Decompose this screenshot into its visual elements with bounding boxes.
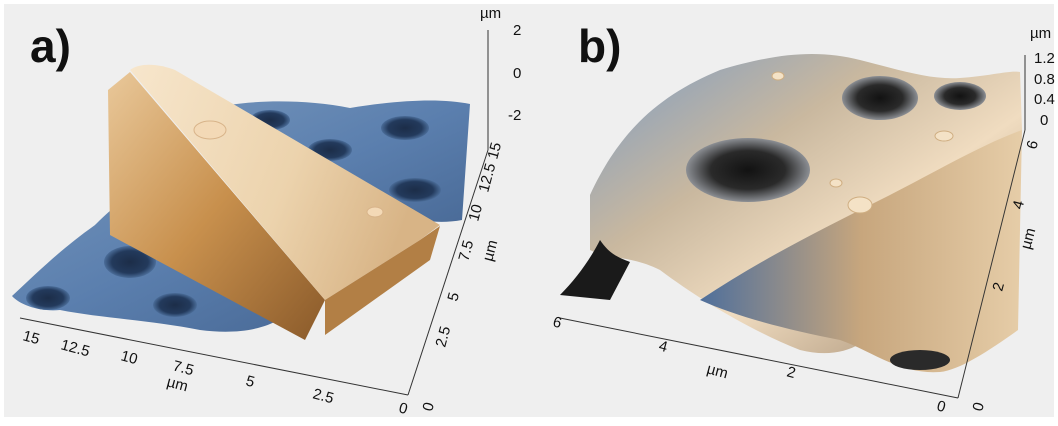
panel-a-pore [104,246,156,278]
panel-a-y-tick: 15 [484,141,505,162]
panel-b-z-tick: 1.2 [1034,50,1055,67]
panel-a-y-tick: 7.5 [455,238,477,263]
panel-a: a) µm 2 0 -2 15 [12,5,521,418]
panel-a-label: a) [30,20,71,72]
panel-a-z-tick: 2 [513,22,521,39]
panel-b-particle [934,130,954,142]
panel-b-surface-lobe [700,130,1022,373]
panel-a-pore [153,293,197,317]
panel-b-label: b) [578,20,621,72]
panel-a-x-tick: 7.5 [171,357,196,379]
panel-b-z-tick: 0.4 [1034,91,1055,108]
panel-b-pore [842,76,918,120]
panel-a-pore [389,178,441,202]
panel-a-y-unit: µm [479,238,501,263]
panel-a-z-tick: 0 [513,65,521,82]
panel-a-x-tick: 12.5 [59,336,92,360]
panel-a-ridge-end [325,226,440,335]
panel-b-axes [559,55,1026,399]
panel-b-shadow [560,240,630,300]
panel-a-y-ticks: 15 12.5 10 7.5 5 2.5 0 µm [419,141,505,414]
panel-b-pore [890,350,950,370]
panel-b-surface [590,54,1022,354]
panel-a-x-unit: µm [165,373,190,395]
panel-a-x-tick: 2.5 [311,385,336,407]
panel-a-ridge-side [108,72,325,340]
panel-a-z-ticks: 2 0 -2 [508,22,521,124]
panel-a-x-tick: 10 [119,347,140,368]
panel-b-z-ticks: 1.2 0.8 0.4 0 [1034,50,1055,129]
panel-b-pore [686,138,810,202]
panel-b-particle [771,71,785,81]
panel-b-z-tick: 0.8 [1034,71,1055,88]
panel-b-y-unit: µm [1017,226,1039,251]
panel-a-z-tick: -2 [508,107,521,124]
panel-a-pore [26,286,70,310]
panel-a-particle [366,206,384,218]
panel-b-particle [829,178,843,188]
panel-a-particle [193,120,227,140]
panel-a-pore [381,116,429,140]
panel-a-z-unit: µm [480,5,501,22]
panel-b: b) µm 1.2 0.8 0.4 0 6 4 [551,20,1055,416]
panel-a-axes [19,30,489,396]
panel-a-y-tick: 12.5 [475,161,499,194]
panel-a-y-tick: 10 [465,203,486,224]
panel-a-x-tick: 15 [21,327,42,348]
panel-b-pore [934,82,986,110]
panel-b-x-unit: µm [705,360,730,382]
panel-b-z-unit: µm [1030,25,1051,42]
panel-a-y-tick: 2.5 [432,324,454,349]
panel-b-particle [847,196,873,214]
panel-b-z-tick: 0 [1040,112,1048,129]
